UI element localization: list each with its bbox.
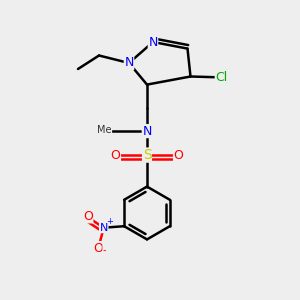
Text: Cl: Cl — [215, 71, 227, 84]
Text: -: - — [103, 244, 106, 255]
Text: +: + — [106, 217, 112, 226]
Text: O: O — [111, 148, 120, 162]
Text: N: N — [142, 124, 152, 138]
Text: N: N — [100, 223, 108, 233]
Text: O: O — [93, 242, 103, 255]
Text: N: N — [124, 56, 134, 70]
Text: O: O — [83, 210, 93, 223]
Text: N: N — [148, 35, 158, 49]
Text: O: O — [174, 148, 183, 162]
Text: S: S — [142, 148, 152, 162]
Text: Me: Me — [97, 124, 112, 135]
